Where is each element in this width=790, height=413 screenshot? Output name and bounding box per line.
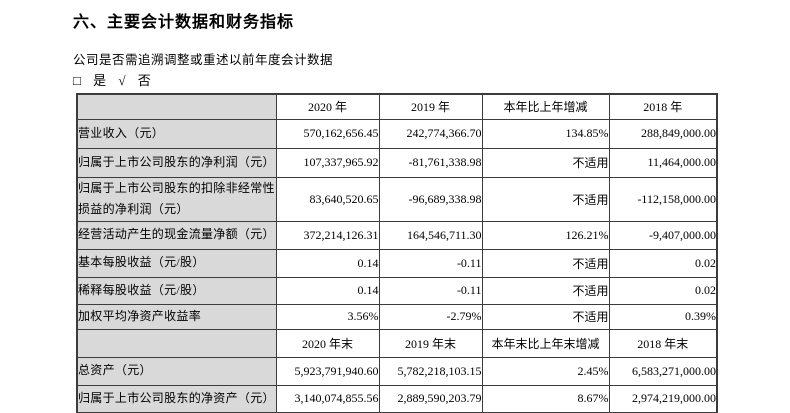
row-label: 归属于上市公司股东的净资产（元） bbox=[76, 384, 277, 413]
table-row-net-assets: 归属于上市公司股东的净资产（元） 3,140,074,855.56 2,889,… bbox=[76, 384, 718, 413]
cell-2019: 2,889,590,203.79 bbox=[378, 384, 483, 413]
cell-2020: 3.56% bbox=[275, 303, 380, 330]
header-yearend-2018: 2018 年末 bbox=[608, 328, 718, 358]
cell-2020: 5,923,791,940.60 bbox=[275, 356, 380, 386]
cell-2019: 164,546,711.30 bbox=[378, 220, 483, 250]
cell-2019: -96,689,338.98 bbox=[378, 176, 483, 222]
cell-2018: 11,464,000.00 bbox=[608, 147, 718, 178]
table-row-basic-eps: 基本每股收益（元/股） 0.14 -0.11 不适用 0.02 bbox=[76, 248, 718, 278]
table-row-weighted-avg-roe: 加权平均净资产收益率 3.56% -2.79% 不适用 0.39% bbox=[76, 303, 718, 330]
cell-change: 126.21% bbox=[481, 220, 610, 250]
financial-indicators-table: 2020 年 2019 年 本年比上年增减 2018 年 营业收入（元） 570… bbox=[76, 93, 718, 413]
restatement-question: 公司是否需追溯调整或重述以前年度会计数据 bbox=[73, 53, 334, 67]
cell-2020: 3,140,074,855.56 bbox=[275, 384, 380, 413]
cell-2019: -0.11 bbox=[378, 248, 483, 278]
cell-2020: 83,640,520.65 bbox=[275, 176, 380, 222]
header-year-2019: 2019 年 bbox=[378, 93, 483, 120]
row-label: 稀释每股收益（元/股） bbox=[76, 276, 277, 305]
cell-2020: 0.14 bbox=[275, 248, 380, 278]
yearend-header-row: 2020 年末 2019 年末 本年末比上年末增减 2018 年末 bbox=[76, 328, 718, 358]
cell-2018: 0.02 bbox=[608, 276, 718, 305]
cell-2020: 570,162,656.45 bbox=[275, 118, 380, 149]
row-label: 营业收入（元） bbox=[76, 118, 277, 149]
cell-change: 2.45% bbox=[481, 356, 610, 386]
table-row-total-assets: 总资产（元） 5,923,791,940.60 5,782,218,103.15… bbox=[76, 356, 718, 386]
cell-2020: 372,214,126.31 bbox=[275, 220, 380, 250]
header-yearend-2019: 2019 年末 bbox=[378, 328, 483, 358]
cell-2019: -81,761,338.98 bbox=[378, 147, 483, 178]
cell-change: 不适用 bbox=[481, 276, 610, 305]
header-year-2018: 2018 年 bbox=[608, 93, 718, 120]
cell-2019: 5,782,218,103.15 bbox=[378, 356, 483, 386]
cell-2018: 288,849,000.00 bbox=[608, 118, 718, 149]
choice-line: □ 是 √ 否 bbox=[73, 70, 160, 89]
table-row-operating-cash-flow: 经营活动产生的现金流量净额（元） 372,214,126.31 164,546,… bbox=[76, 220, 718, 250]
annual-header-row: 2020 年 2019 年 本年比上年增减 2018 年 bbox=[76, 93, 718, 120]
table-row-net-profit-excl-nonrecurring: 归属于上市公司股东的扣除非经常性损益的净利润（元） 83,640,520.65 … bbox=[76, 176, 718, 222]
checkmark-icon: √ bbox=[118, 73, 126, 88]
cell-2019: 242,774,366.70 bbox=[378, 118, 483, 149]
table-row-net-profit: 归属于上市公司股东的净利润（元） 107,337,965.92 -81,761,… bbox=[76, 147, 718, 178]
cell-2018: 2,974,219,000.00 bbox=[608, 384, 718, 413]
cell-change: 134.85% bbox=[481, 118, 610, 149]
section-title: 六、主要会计数据和财务指标 bbox=[73, 14, 295, 31]
row-label: 经营活动产生的现金流量净额（元） bbox=[76, 220, 277, 250]
cell-change: 8.67% bbox=[481, 384, 610, 413]
row-label: 基本每股收益（元/股） bbox=[76, 248, 277, 278]
header-yearend-2020: 2020 年末 bbox=[275, 328, 380, 358]
cell-2020: 107,337,965.92 bbox=[275, 147, 380, 178]
row-label: 总资产（元） bbox=[76, 356, 277, 386]
checkbox-unchecked-icon: □ bbox=[73, 73, 81, 88]
cell-2018: -9,407,000.00 bbox=[608, 220, 718, 250]
cell-2018: 0.02 bbox=[608, 248, 718, 278]
cell-2018: -112,158,000.00 bbox=[608, 176, 718, 222]
cell-change: 不适用 bbox=[481, 147, 610, 178]
header-blank-cell bbox=[76, 93, 277, 120]
yes-label: 是 bbox=[93, 73, 107, 88]
table-row-revenue: 营业收入（元） 570,162,656.45 242,774,366.70 13… bbox=[76, 118, 718, 149]
cell-2019: -0.11 bbox=[378, 276, 483, 305]
header-yoy-change: 本年比上年增减 bbox=[481, 93, 610, 120]
cell-change: 不适用 bbox=[481, 248, 610, 278]
cell-change: 不适用 bbox=[481, 303, 610, 330]
header-blank-cell bbox=[76, 328, 277, 358]
row-label: 归属于上市公司股东的扣除非经常性损益的净利润（元） bbox=[76, 176, 277, 222]
cell-change: 不适用 bbox=[481, 176, 610, 222]
cell-2020: 0.14 bbox=[275, 276, 380, 305]
header-year-2020: 2020 年 bbox=[275, 93, 380, 120]
header-yearend-change: 本年末比上年末增减 bbox=[481, 328, 610, 358]
cell-2018: 0.39% bbox=[608, 303, 718, 330]
table-row-diluted-eps: 稀释每股收益（元/股） 0.14 -0.11 不适用 0.02 bbox=[76, 276, 718, 305]
cell-2018: 6,583,271,000.00 bbox=[608, 356, 718, 386]
row-label: 归属于上市公司股东的净利润（元） bbox=[76, 147, 277, 178]
row-label: 加权平均净资产收益率 bbox=[76, 303, 277, 330]
cell-2019: -2.79% bbox=[378, 303, 483, 330]
no-label: 否 bbox=[137, 73, 151, 88]
